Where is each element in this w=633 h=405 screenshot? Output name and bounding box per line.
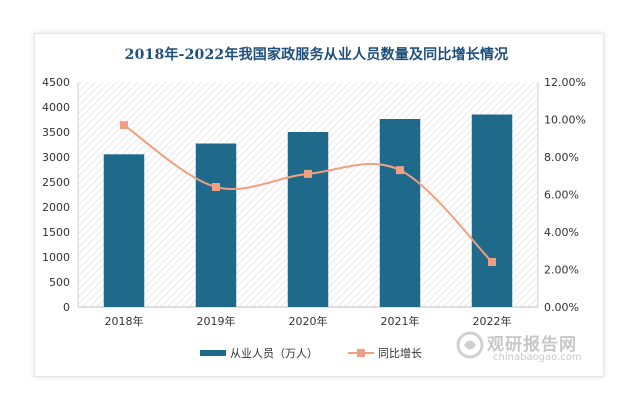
y-right-tick-label: 0.00%	[544, 301, 579, 314]
watermark-logo-icon	[456, 331, 484, 359]
y-left-tick-label: 2500	[42, 176, 70, 189]
y-left-tick-label: 2000	[42, 201, 70, 214]
y-left-tick-label: 1500	[42, 226, 70, 239]
chart-title: 2018年-2022年我国家政服务从业人员数量及同比增长情况	[124, 47, 509, 63]
bar	[471, 114, 513, 307]
watermark-text-en: chinabaogao.com	[493, 352, 582, 363]
y-right-tick-label: 2.00%	[544, 264, 579, 277]
watermark-text-cn: 观研报告网	[487, 335, 577, 355]
legend-item-line: 同比增长	[348, 345, 422, 361]
bar	[195, 143, 237, 307]
legend-label-bar: 从业人员（万人）	[230, 347, 318, 360]
y-right-tick-label: 4.00%	[544, 226, 579, 239]
y-left-tick-label: 1000	[42, 251, 70, 264]
legend-label-line: 同比增长	[378, 347, 422, 360]
watermark: 观研报告网 chinabaogao.com	[455, 330, 605, 370]
y-left-tick-label: 3500	[42, 126, 70, 139]
x-tick-label: 2020年	[289, 314, 328, 328]
line-point	[396, 166, 404, 175]
bar	[103, 154, 145, 307]
x-tick-label: 2022年	[473, 314, 512, 328]
x-tick-label: 2019年	[197, 314, 236, 328]
line-point	[212, 183, 220, 191]
y-right-tick-label: 6.00%	[544, 189, 579, 202]
legend: 从业人员（万人） 同比增长	[200, 345, 452, 361]
line-point	[304, 169, 312, 178]
y-right-tick-label: 10.00%	[544, 114, 586, 127]
bar	[287, 132, 329, 307]
y-right-tick-label: 12.00%	[544, 76, 586, 89]
y-left-tick-label: 4500	[42, 76, 70, 89]
legend-swatch-bar	[200, 350, 226, 356]
line-point	[120, 121, 128, 130]
y-left-tick-label: 3000	[42, 151, 70, 164]
line-point	[488, 258, 496, 266]
bar	[379, 119, 421, 307]
y-left-tick-label: 0	[63, 301, 70, 314]
y-left-tick-label: 500	[49, 276, 70, 289]
x-tick-label: 2021年	[381, 314, 420, 328]
x-tick-label: 2018年	[105, 314, 144, 328]
y-right-tick-label: 8.00%	[544, 151, 579, 164]
y-left-tick-label: 4000	[42, 101, 70, 114]
legend-item-bar: 从业人员（万人）	[200, 345, 318, 361]
legend-swatch-line	[348, 349, 374, 357]
